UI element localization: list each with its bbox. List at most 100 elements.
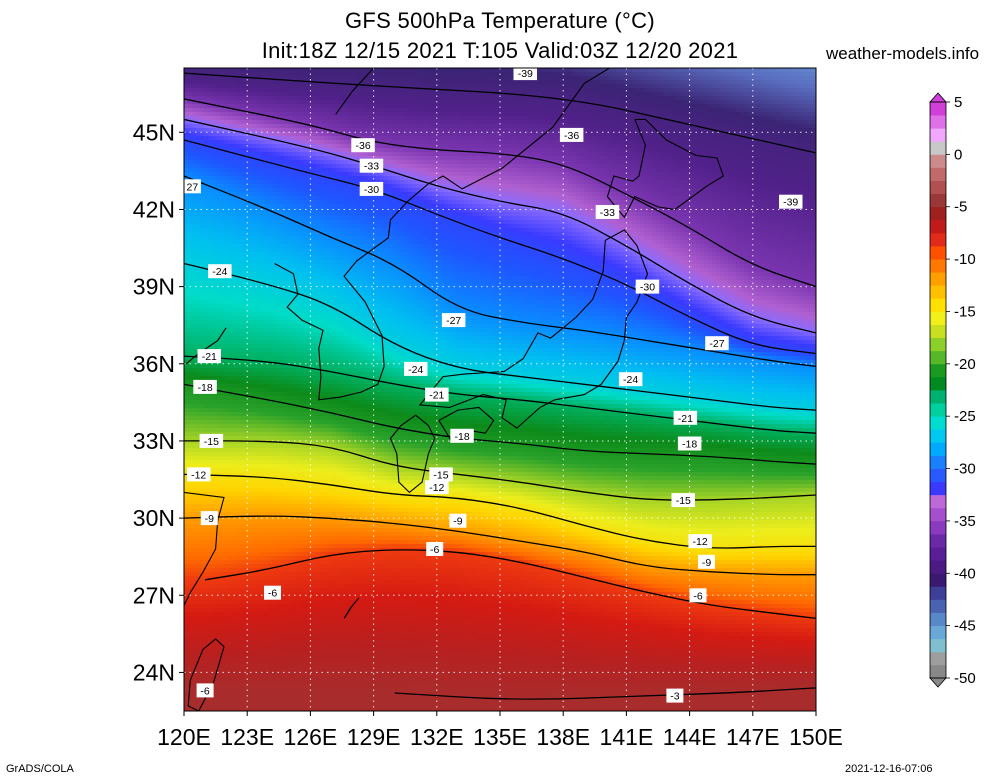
temperature-cell: [520, 104, 525, 109]
temperature-cell: [720, 92, 725, 97]
temperature-cell: [800, 124, 805, 129]
temperature-cell: [776, 120, 781, 125]
temperature-cell: [464, 180, 469, 185]
temperature-cell: [524, 80, 529, 85]
temperature-cell: [236, 112, 241, 117]
temperature-cell: [808, 112, 813, 117]
temperature-cell: [664, 188, 669, 193]
temperature-cell: [340, 88, 345, 93]
temperature-cell: [544, 144, 549, 149]
temperature-cell: [456, 120, 461, 125]
temperature-cell: [536, 124, 541, 129]
temperature-cell: [776, 96, 781, 101]
temperature-cell: [232, 136, 237, 141]
temperature-cell: [204, 108, 209, 113]
temperature-cell: [304, 156, 309, 161]
temperature-cell: [392, 112, 397, 117]
temperature-cell: [772, 84, 777, 89]
temperature-cell: [564, 168, 569, 173]
temperature-cell: [736, 184, 741, 189]
temperature-cell: [660, 104, 665, 109]
temperature-cell: [380, 108, 385, 113]
temperature-cell: [804, 164, 809, 169]
temperature-cell: [800, 176, 805, 181]
temperature-cell: [232, 176, 237, 181]
temperature-cell: [796, 176, 801, 181]
temperature-cell: [520, 80, 525, 85]
temperature-cell: [228, 156, 233, 161]
temperature-cell: [600, 156, 605, 161]
temperature-cell: [504, 80, 509, 85]
temperature-cell: [508, 168, 513, 173]
temperature-cell: [364, 108, 369, 113]
temperature-cell: [740, 160, 745, 165]
temperature-cell: [392, 192, 397, 197]
temperature-cell: [720, 120, 725, 125]
temperature-cell: [748, 164, 753, 169]
temperature-cell: [480, 184, 485, 189]
temperature-cell: [424, 192, 429, 197]
temperature-cell: [584, 88, 589, 93]
temperature-cell: [684, 188, 689, 193]
temperature-cell: [772, 104, 777, 109]
temperature-cell: [680, 136, 685, 141]
temperature-cell: [556, 76, 561, 81]
temperature-cell: [240, 172, 245, 177]
temperature-cell: [300, 88, 305, 93]
temperature-cell: [384, 112, 389, 117]
temperature-cell: [344, 152, 349, 157]
temperature-cell: [648, 164, 653, 169]
temperature-cell: [716, 68, 721, 73]
temperature-cell: [656, 92, 661, 97]
temperature-cell: [400, 104, 405, 109]
temperature-cell: [524, 108, 529, 113]
temperature-cell: [680, 184, 685, 189]
temperature-cell: [444, 100, 449, 105]
temperature-cell: [472, 188, 477, 193]
temperature-cell: [800, 144, 805, 149]
temperature-cell: [564, 120, 569, 125]
temperature-cell: [300, 172, 305, 177]
temperature-cell: [636, 188, 641, 193]
temperature-cell: [516, 108, 521, 113]
temperature-cell: [796, 128, 801, 133]
temperature-cell: [584, 144, 589, 149]
temperature-cell: [728, 80, 733, 85]
temperature-cell: [804, 176, 809, 181]
temperature-cell: [244, 188, 249, 193]
temperature-cell: [500, 100, 505, 105]
temperature-cell: [216, 168, 221, 173]
temperature-cell: [780, 108, 785, 113]
temperature-cell: [552, 68, 557, 73]
temperature-cell: [324, 168, 329, 173]
temperature-cell: [184, 104, 189, 109]
temperature-cell: [684, 156, 689, 161]
temperature-cell: [328, 92, 333, 97]
temperature-cell: [372, 108, 377, 113]
temperature-cell: [544, 112, 549, 117]
temperature-cell: [484, 168, 489, 173]
temperature-cell: [292, 148, 297, 153]
temperature-cell: [188, 164, 193, 169]
temperature-cell: [756, 124, 761, 129]
temperature-cell: [412, 148, 417, 153]
temperature-cell: [584, 92, 589, 97]
temperature-cell: [244, 172, 249, 177]
temperature-cell: [716, 108, 721, 113]
temperature-cell: [312, 140, 317, 145]
temperature-cell: [276, 184, 281, 189]
temperature-cell: [712, 92, 717, 97]
temperature-cell: [236, 96, 241, 101]
temperature-cell: [732, 104, 737, 109]
temperature-cell: [216, 116, 221, 121]
temperature-cell: [732, 76, 737, 81]
temperature-cell: [736, 148, 741, 153]
temperature-cell: [200, 116, 205, 121]
temperature-cell: [792, 84, 797, 89]
temperature-cell: [216, 152, 221, 157]
temperature-cell: [668, 112, 673, 117]
temperature-cell: [556, 180, 561, 185]
temperature-cell: [460, 152, 465, 157]
temperature-cell: [540, 88, 545, 93]
temperature-cell: [492, 180, 497, 185]
